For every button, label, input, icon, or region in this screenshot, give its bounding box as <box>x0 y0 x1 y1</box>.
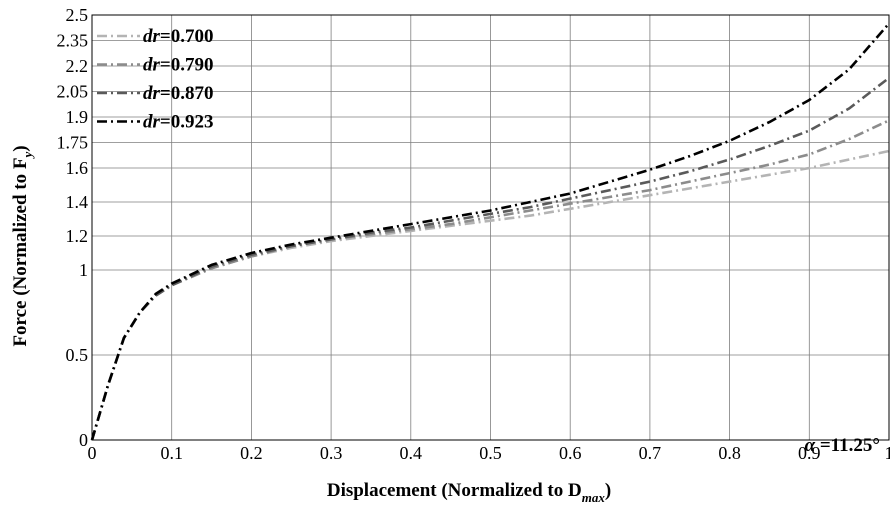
x-axis-label-close: ) <box>605 480 611 501</box>
x-tick-label: 0.8 <box>718 443 741 463</box>
y-tick-label: 2.05 <box>57 82 89 102</box>
x-tick-label: 0.9 <box>798 443 821 463</box>
legend-label-2: dr=0.790 <box>143 55 213 76</box>
y-axis-label-subscript: y <box>20 152 35 160</box>
x-tick-label: 0 <box>88 443 97 463</box>
x-axis-label-main: Displacement (Normalized to D <box>327 480 582 501</box>
y-tick-label: 0.5 <box>66 345 89 365</box>
legend-label-4: dr=0.923 <box>143 112 213 133</box>
y-tick-label: 0 <box>79 430 88 450</box>
alpha-symbol: α <box>805 435 816 456</box>
y-tick-label: 2.5 <box>66 5 89 25</box>
x-tick-label: 0.5 <box>479 443 502 463</box>
angle-annotation: α =11.25° <box>805 435 880 456</box>
legend-label-value: =0.700 <box>160 26 214 47</box>
legend-label-symbol: dr <box>143 26 161 47</box>
legend-label-1: dr=0.700 <box>143 26 213 47</box>
y-tick-label: 1.2 <box>66 226 89 246</box>
legend-label-value: =0.923 <box>160 112 214 133</box>
legend-label-symbol: dr <box>143 112 161 133</box>
y-axis-label-close: ) <box>10 145 31 151</box>
x-axis-label: Displacement (Normalized to Dmax) <box>327 480 611 505</box>
y-axis-label: Force (Normalized to Fy) <box>10 145 35 346</box>
x-axis-label-subscript: max <box>582 490 606 505</box>
y-axis-label-main: Force (Normalized to F <box>10 158 31 347</box>
x-tick-label: 1 <box>885 443 890 463</box>
y-tick-label: 1.75 <box>57 133 89 153</box>
x-tick-label: 0.2 <box>240 443 263 463</box>
y-tick-label: 2.2 <box>66 56 89 76</box>
y-tick-label: 1 <box>79 260 88 280</box>
legend-label-symbol: dr <box>143 83 161 104</box>
x-tick-label: 0.6 <box>559 443 582 463</box>
tick-labels: 0 0.1 0.2 0.3 0.4 0.5 0.6 0.7 0.8 0.9 1 0 0.5 1 1.2 1.4… <box>57 5 890 463</box>
series-line-1 <box>90 149 890 441</box>
y-tick-label: 2.35 <box>57 31 89 51</box>
legend-label-3: dr=0.870 <box>143 83 213 104</box>
x-tick-label: 0.4 <box>400 443 423 463</box>
y-tick-label: 1.6 <box>66 158 89 178</box>
x-tick-label: 0.3 <box>320 443 343 463</box>
x-tick-label: 0.7 <box>639 443 662 463</box>
y-tick-label: 1.9 <box>66 107 89 127</box>
plot-frame <box>91 14 890 441</box>
angle-value: =11.25° <box>815 435 880 456</box>
series-lines <box>90 22 890 441</box>
series-line-2 <box>90 119 890 441</box>
grid <box>91 14 890 441</box>
legend-label-value: =0.870 <box>160 83 214 104</box>
series-line-3 <box>90 76 890 441</box>
series-line-4 <box>90 22 890 441</box>
y-tick-label: 1.4 <box>66 192 89 212</box>
legend-label-value: =0.790 <box>160 55 214 76</box>
x-tick-label: 0.1 <box>160 443 183 463</box>
legend-label-symbol: dr <box>143 55 161 76</box>
